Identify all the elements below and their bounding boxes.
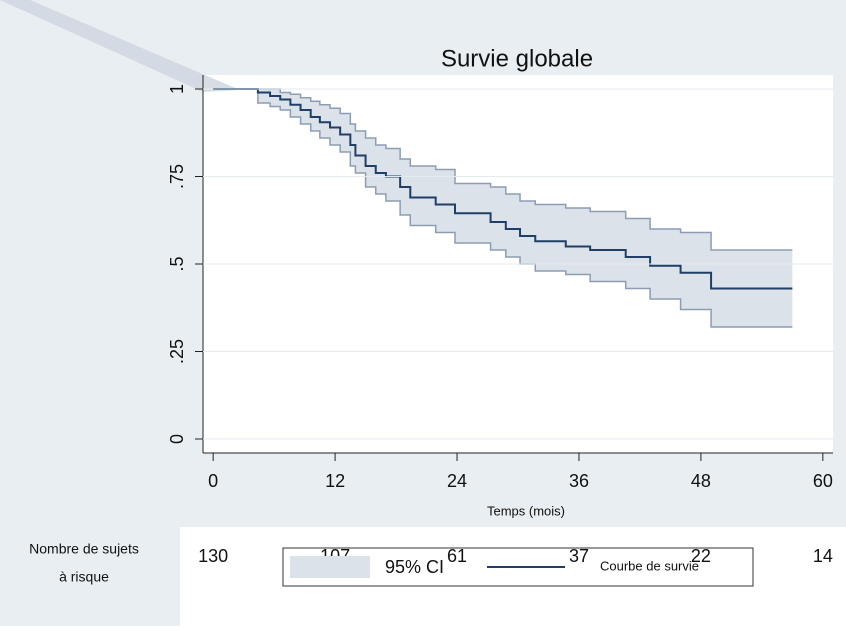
risk-label: Nombre de sujets (29, 541, 139, 557)
risk-count: 61 (447, 546, 467, 566)
y-tick-label: .75 (167, 164, 187, 189)
legend-swatch (290, 556, 370, 578)
x-tick-label: 24 (447, 471, 467, 491)
y-tick-label: .25 (167, 339, 187, 364)
x-tick-label: 36 (569, 471, 589, 491)
x-tick-label: 60 (813, 471, 833, 491)
x-tick-label: 12 (325, 471, 345, 491)
y-tick-label: .5 (167, 256, 187, 271)
ci-lower (213, 88, 793, 328)
ci-upper (213, 88, 793, 251)
x-axis-label: Temps (mois) (487, 503, 565, 518)
y-tick-label: 1 (167, 84, 187, 94)
risk-label: à risque (59, 569, 109, 585)
legend-label: 95% CI (385, 557, 444, 577)
x-tick-label: 0 (208, 471, 218, 491)
y-tick-label: 0 (167, 434, 187, 444)
ci-band (213, 89, 793, 327)
decoration (0, 0, 240, 92)
risk-count: 14 (813, 546, 833, 566)
risk-count: 130 (198, 546, 228, 566)
chart-title: Survie globale (441, 45, 593, 72)
risk-count: 22 (691, 546, 711, 566)
legend-label: Courbe de survie (600, 558, 699, 573)
x-tick-label: 48 (691, 471, 711, 491)
risk-count: 37 (569, 546, 589, 566)
